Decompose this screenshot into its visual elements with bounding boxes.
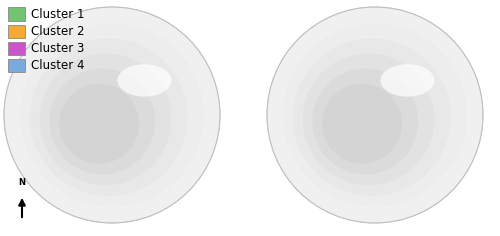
Circle shape (30, 38, 188, 196)
Circle shape (267, 7, 483, 223)
Circle shape (59, 84, 139, 164)
Circle shape (312, 69, 418, 174)
Text: N: N (18, 178, 26, 187)
Circle shape (293, 38, 450, 196)
Circle shape (50, 69, 155, 174)
Circle shape (4, 7, 220, 223)
Legend: Cluster 1, Cluster 2, Cluster 3, Cluster 4: Cluster 1, Cluster 2, Cluster 3, Cluster… (6, 6, 86, 74)
Ellipse shape (380, 64, 434, 97)
Circle shape (20, 23, 204, 207)
Circle shape (40, 53, 172, 185)
Ellipse shape (118, 64, 172, 97)
Circle shape (322, 84, 402, 164)
Circle shape (283, 23, 467, 207)
Circle shape (302, 53, 434, 185)
